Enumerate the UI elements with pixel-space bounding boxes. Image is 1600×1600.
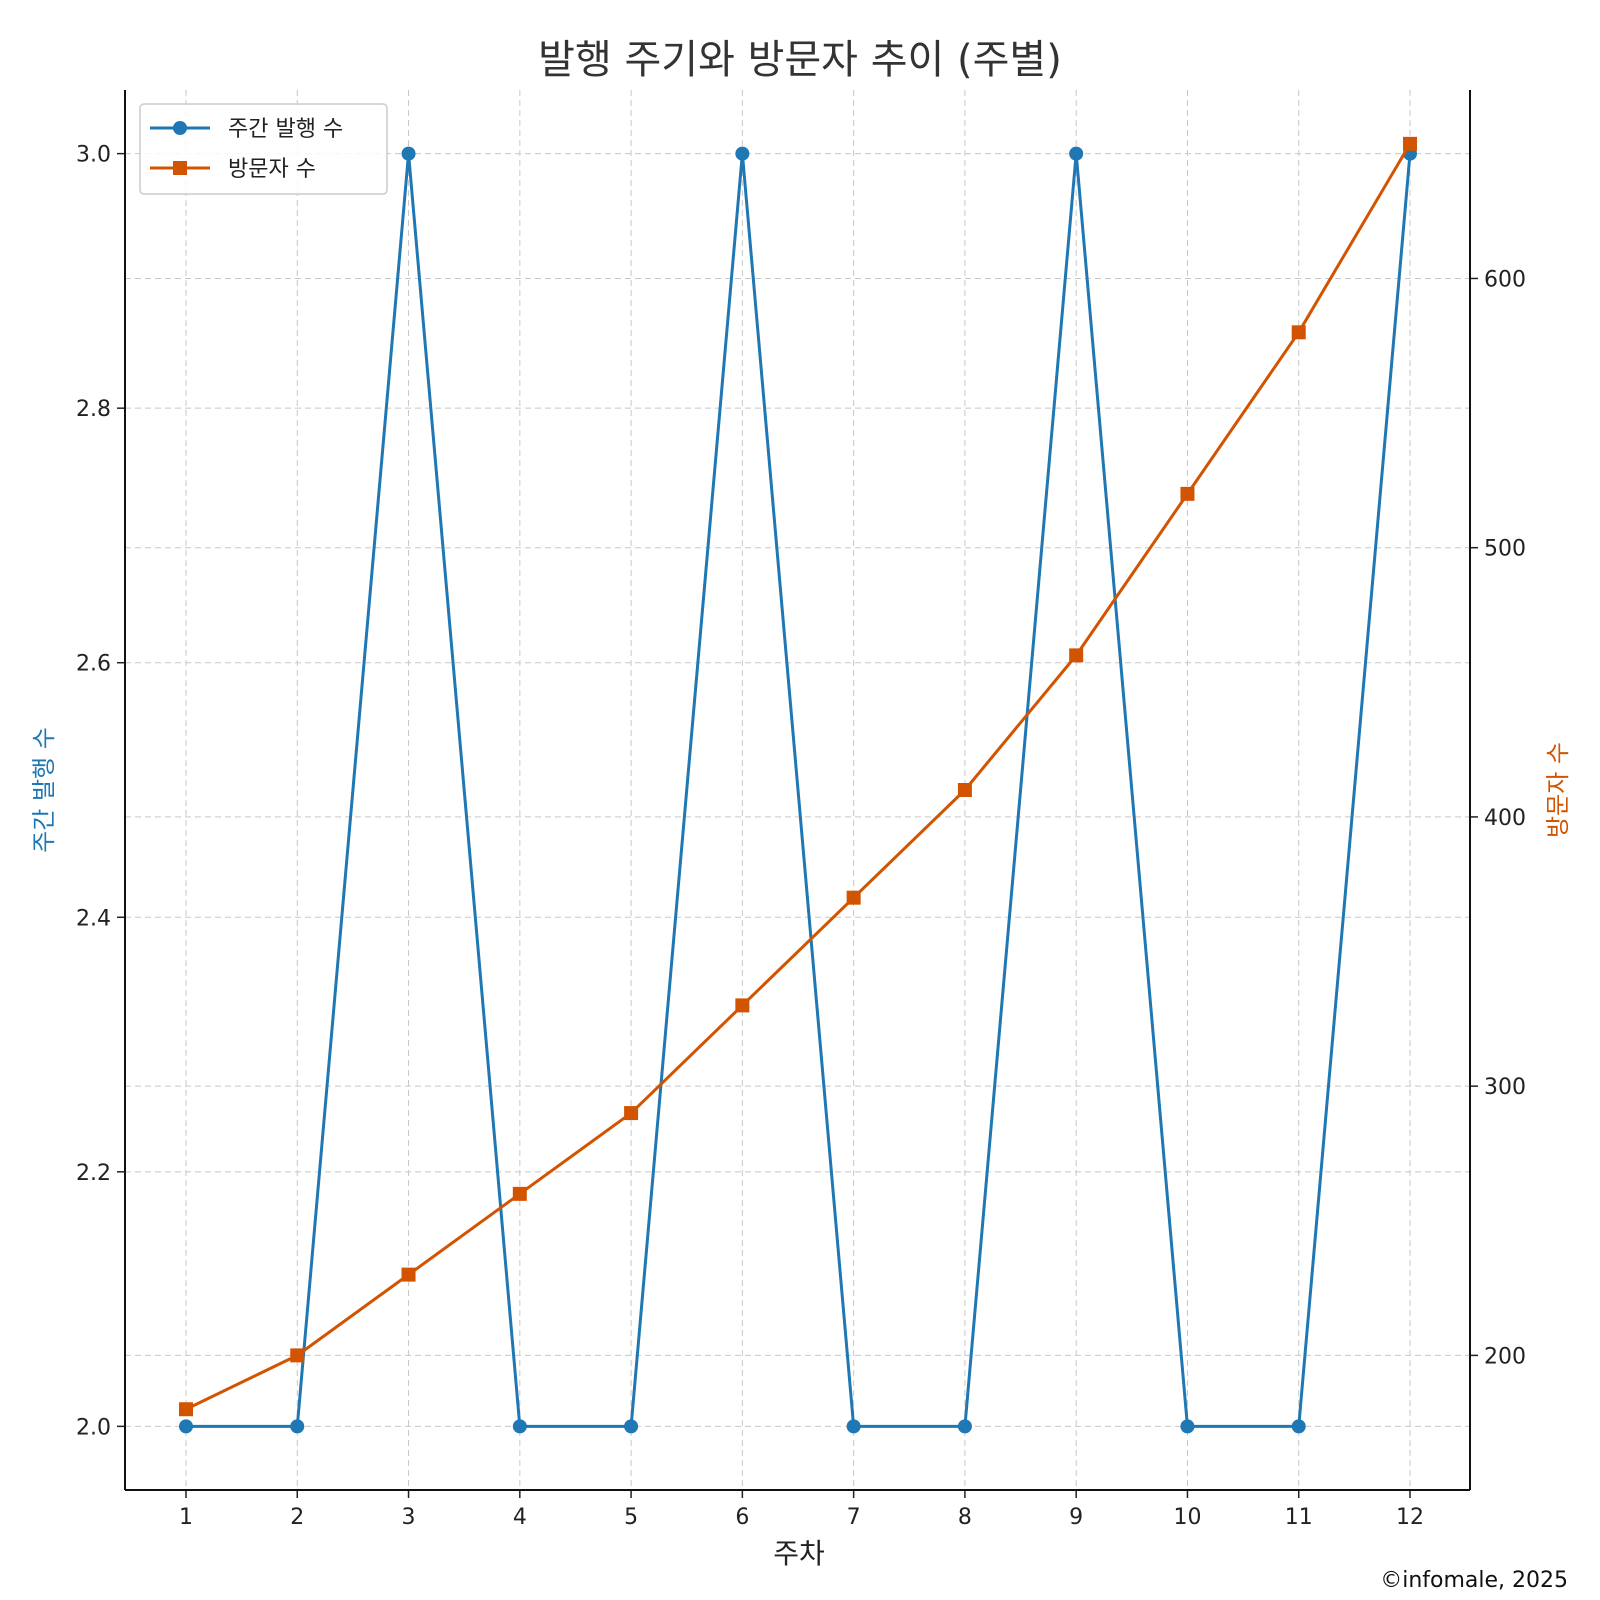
data-point-publish	[179, 1419, 193, 1434]
data-point-visitors	[1291, 325, 1306, 340]
x-tick-label: 3	[402, 1505, 416, 1530]
y-axis-label-left: 주간 발행 수	[30, 727, 58, 853]
x-tick-label: 8	[958, 1505, 972, 1530]
data-point-visitors	[179, 1402, 193, 1417]
x-tick-label: 2	[290, 1505, 304, 1530]
data-point-visitors	[1069, 648, 1084, 663]
x-axis-label: 주차	[773, 1537, 825, 1570]
axes: 1 2 3 4 5 6 7 8 9 10 11 122.02.22.42.62.83.02003004…	[76, 90, 1526, 1530]
series-line-publish	[186, 152, 1412, 1428]
y-left-tick-label: 2.2	[76, 1161, 111, 1186]
y-left-tick-label: 3.0	[76, 143, 111, 168]
y-axis-label-right: 방문자 수	[1544, 742, 1572, 838]
y-left-tick-label: 2.8	[76, 397, 111, 422]
chart-title: 발행 주기와 방문자 추이 (주별)	[538, 37, 1062, 83]
x-tick-label: 12	[1396, 1505, 1424, 1530]
y-right-tick-label: 500	[1484, 537, 1526, 562]
data-point-visitors	[957, 783, 972, 797]
y-right-tick-label: 300	[1484, 1075, 1526, 1100]
series	[179, 136, 1417, 1434]
x-tick-label: 11	[1285, 1505, 1313, 1530]
y-left-tick-label: 2.6	[76, 652, 111, 677]
x-tick-label: 9	[1069, 1505, 1083, 1530]
data-point-visitors	[1403, 136, 1417, 151]
data-point-visitors	[846, 890, 861, 905]
x-tick-label: 6	[735, 1505, 749, 1530]
legend-label-visitors: 방문자 수	[228, 157, 316, 182]
data-point-publish	[846, 1419, 861, 1434]
x-tick-label: 10	[1173, 1505, 1201, 1530]
series-line-visitors	[185, 143, 1412, 1411]
data-point-publish	[290, 1419, 305, 1434]
y-right-tick-label: 200	[1484, 1344, 1526, 1369]
data-point-publish	[735, 146, 750, 161]
data-point-visitors	[1180, 486, 1195, 501]
y-left-tick-label: 2.0	[76, 1415, 111, 1440]
x-tick-label: 5	[624, 1505, 638, 1530]
data-point-visitors	[624, 1106, 639, 1121]
data-point-publish	[957, 1419, 972, 1434]
y-left-tick-label: 2.4	[76, 906, 111, 931]
data-point-publish	[1069, 146, 1084, 161]
data-point-publish	[1180, 1419, 1195, 1434]
legend-marker-visitors	[173, 161, 187, 175]
data-point-visitors	[735, 998, 750, 1013]
y-right-tick-label: 600	[1484, 267, 1526, 292]
data-point-visitors	[512, 1186, 527, 1201]
x-tick-label: 7	[847, 1505, 861, 1530]
legend-label-publish: 주간 발행 수	[228, 117, 343, 142]
data-point-publish	[512, 1419, 527, 1434]
legend-marker-publish	[173, 121, 187, 135]
data-point-publish	[1291, 1419, 1306, 1434]
x-tick-label: 1	[179, 1505, 193, 1530]
x-tick-label: 4	[513, 1505, 527, 1530]
data-point-publish	[401, 146, 416, 161]
data-point-publish	[624, 1419, 639, 1434]
copyright-text: ©infomale, 2025	[1380, 1568, 1568, 1593]
y-right-tick-label: 400	[1484, 806, 1526, 831]
data-point-visitors	[401, 1267, 416, 1282]
data-point-visitors	[290, 1348, 305, 1363]
legend: 주간 발행 수 방문자 수	[139, 103, 388, 195]
